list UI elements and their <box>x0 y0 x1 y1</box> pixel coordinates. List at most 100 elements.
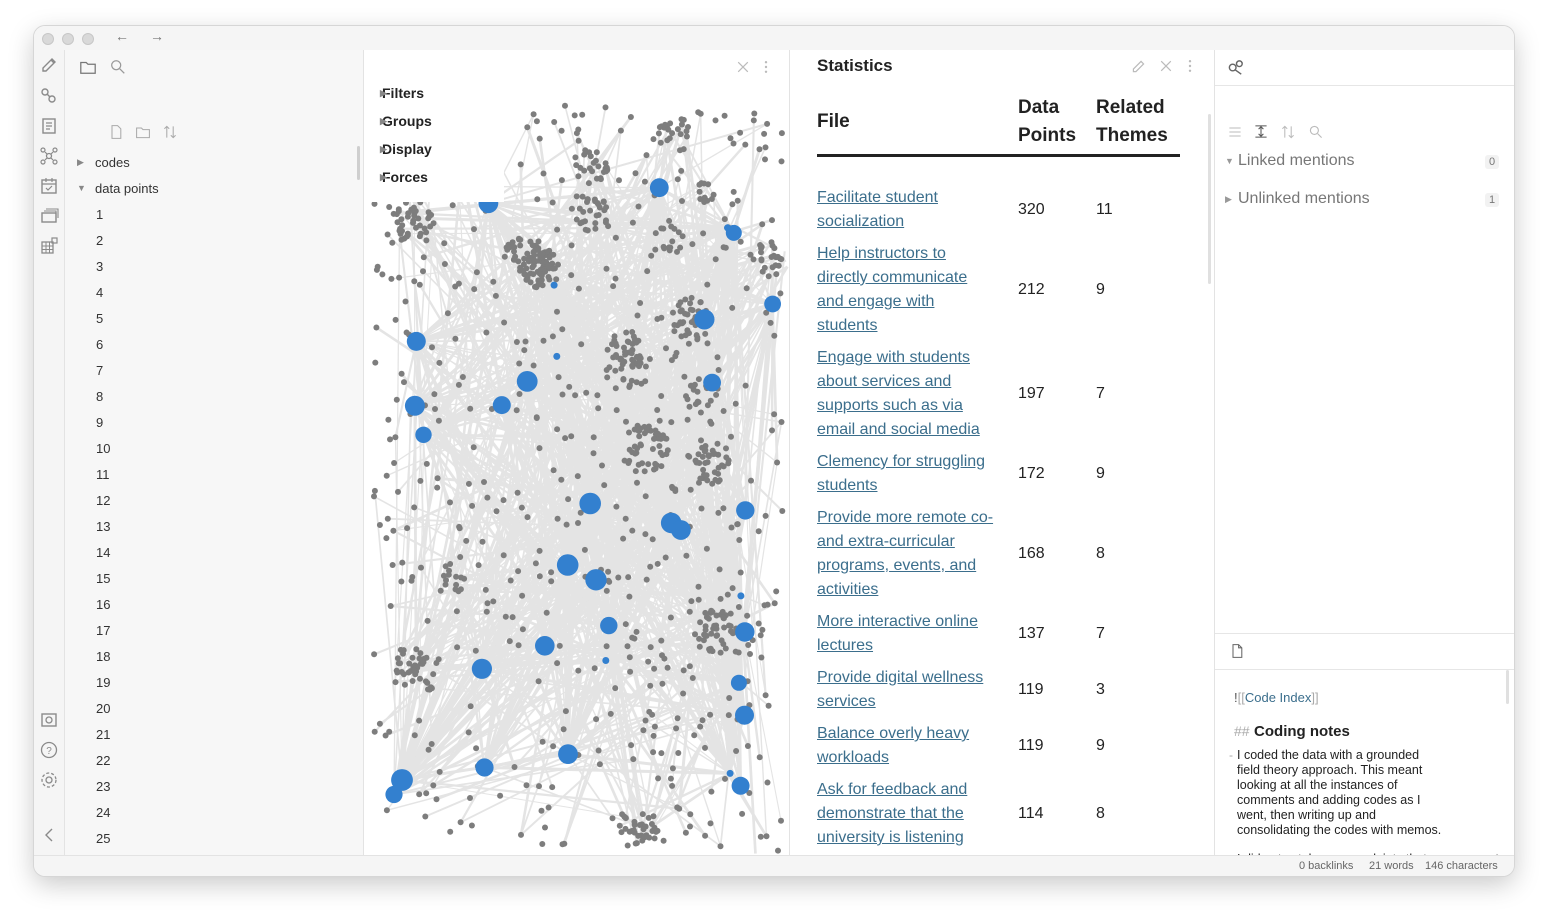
graph-node[interactable] <box>632 450 639 457</box>
graph-node[interactable] <box>392 679 399 686</box>
graph-node[interactable] <box>778 817 784 824</box>
graph-node[interactable] <box>530 249 537 256</box>
graph-node[interactable] <box>483 608 490 615</box>
graph-node[interactable] <box>398 236 405 243</box>
graph-node[interactable] <box>701 631 708 638</box>
graph-node[interactable] <box>704 477 711 484</box>
graph-hub-node[interactable] <box>731 776 750 795</box>
graph-node[interactable] <box>647 682 654 689</box>
graph-node[interactable] <box>539 255 546 262</box>
graph-node[interactable] <box>695 583 702 590</box>
graph-node[interactable] <box>702 443 709 449</box>
graph-node[interactable] <box>500 552 507 559</box>
graph-node[interactable] <box>736 537 743 543</box>
graph-node[interactable] <box>529 264 536 271</box>
graph-node[interactable] <box>727 135 734 142</box>
graph-node[interactable] <box>698 437 704 444</box>
graph-node[interactable] <box>423 790 430 797</box>
graph-node[interactable] <box>428 741 435 747</box>
file-item[interactable]: 19 <box>65 674 363 692</box>
graph-node[interactable] <box>425 215 432 222</box>
graph-node[interactable] <box>596 761 603 768</box>
graph-node[interactable] <box>729 201 736 208</box>
folder-data-points[interactable]: ▼ data points <box>65 180 363 198</box>
graph-node[interactable] <box>622 825 629 832</box>
graph-node[interactable] <box>559 326 566 333</box>
graph-control-filters[interactable]: ▶ Filters <box>380 85 424 101</box>
graph-node[interactable] <box>592 220 599 227</box>
graph-node[interactable] <box>457 586 464 593</box>
graph-node[interactable] <box>671 322 678 328</box>
graph-node[interactable] <box>742 141 749 148</box>
graph-node[interactable] <box>713 391 720 398</box>
graph-node[interactable] <box>637 441 644 448</box>
graph-node[interactable] <box>534 196 541 203</box>
graph-node[interactable] <box>604 374 611 381</box>
graph-node[interactable] <box>556 642 563 649</box>
graph-node[interactable] <box>667 614 674 621</box>
graph-node[interactable] <box>453 608 460 615</box>
folder-codes[interactable]: ▶ codes <box>65 154 363 172</box>
graph-node[interactable] <box>577 509 584 516</box>
graph-node[interactable] <box>756 754 763 761</box>
graph-node[interactable] <box>695 596 702 603</box>
graph-node[interactable] <box>646 834 653 841</box>
graph-node[interactable] <box>666 135 673 142</box>
graph-node[interactable] <box>703 545 710 552</box>
graph-node[interactable] <box>660 432 666 439</box>
graph-node[interactable] <box>658 750 665 757</box>
graph-node[interactable] <box>518 504 525 511</box>
file-item[interactable]: 1 <box>65 206 363 224</box>
graph-node[interactable] <box>772 262 779 269</box>
folder-icon[interactable] <box>79 58 97 76</box>
graph-node[interactable] <box>420 268 426 275</box>
graph-node[interactable] <box>399 559 406 566</box>
file-link[interactable]: Facilitate student socialization <box>817 186 1002 234</box>
graph-node[interactable] <box>775 847 781 854</box>
graph-node[interactable] <box>456 523 463 530</box>
graph-node[interactable] <box>500 497 507 504</box>
graph-node[interactable] <box>768 239 775 246</box>
graph-node[interactable] <box>447 499 453 506</box>
graph-hub-node[interactable] <box>600 616 618 635</box>
graph-node[interactable] <box>423 460 430 467</box>
graph-node[interactable] <box>616 822 623 829</box>
graph-node[interactable] <box>524 514 531 521</box>
graph-node[interactable] <box>583 389 590 396</box>
graph-node[interactable] <box>436 359 443 366</box>
file-link[interactable]: Help instructors to directly communicate a… <box>817 242 1002 338</box>
graph-node[interactable] <box>424 617 431 624</box>
file-item[interactable]: 21 <box>65 726 363 744</box>
graph-node[interactable] <box>669 765 676 772</box>
graph-hub-node[interactable] <box>579 492 601 515</box>
graph-node[interactable] <box>699 453 706 460</box>
graph-node[interactable] <box>409 678 416 684</box>
graph-node[interactable] <box>459 374 466 380</box>
graph-node[interactable] <box>371 728 378 735</box>
graph-node[interactable] <box>649 446 656 452</box>
graph-node[interactable] <box>762 156 768 163</box>
graph-node[interactable] <box>519 592 526 599</box>
graph-node[interactable] <box>530 362 537 369</box>
graph-canvas[interactable] <box>364 50 789 855</box>
graph-node[interactable] <box>595 405 602 412</box>
graph-node[interactable] <box>697 299 704 306</box>
graph-node[interactable] <box>433 796 440 803</box>
graph-node[interactable] <box>691 732 698 739</box>
graph-node[interactable] <box>759 626 766 633</box>
graph-hub-node[interactable] <box>730 674 747 691</box>
graph-node[interactable] <box>449 202 456 209</box>
graph-node[interactable] <box>626 828 633 835</box>
search-icon[interactable] <box>1308 124 1324 140</box>
graph-node[interactable] <box>401 379 407 386</box>
graph-node[interactable] <box>707 820 714 827</box>
graph-node[interactable] <box>645 658 652 665</box>
graph-node[interactable] <box>623 418 629 425</box>
graph-node[interactable] <box>376 720 383 727</box>
graph-node[interactable] <box>750 256 757 263</box>
graph-node[interactable] <box>735 604 742 610</box>
graph-node[interactable] <box>651 835 658 842</box>
graph-node[interactable] <box>518 831 524 838</box>
graph-node[interactable] <box>695 376 702 383</box>
graph-node[interactable] <box>411 504 418 511</box>
